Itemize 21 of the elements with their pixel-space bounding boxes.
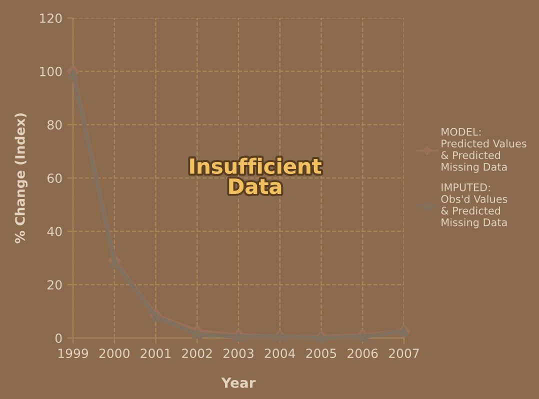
y-tick-label: 60	[48, 173, 62, 183]
y-tick-label: 100	[40, 66, 62, 76]
y-tick-label: 40	[47, 226, 62, 236]
x-axis-title: Year	[221, 378, 256, 388]
x-tick-label: 2004	[264, 348, 296, 358]
y-tick-label: 120	[40, 13, 62, 23]
x-tick-label: 2006	[348, 348, 378, 358]
y-tick-label: 20	[48, 280, 62, 290]
y-tick-label: 80	[48, 120, 62, 130]
x-tick-label: 2000	[99, 348, 130, 358]
annotation: Insufficient Data	[190, 158, 322, 194]
y-tick-label: 0	[55, 333, 62, 343]
legend-label: MODEL: Predicted Values & Predicted Missing Data	[441, 128, 526, 173]
x-tick-label: 2003	[224, 348, 254, 358]
x-tick-label: 2002	[182, 348, 212, 358]
x-tick-label: 2001	[140, 348, 170, 358]
x-tick-label: 2007	[389, 348, 419, 358]
legend-label: IMPUTED: Obs'd Values & Predicted Missing Data	[441, 184, 508, 228]
y-axis-title: % Change (Index)	[14, 113, 28, 244]
x-tick-label: 2005	[306, 348, 336, 358]
x-tick-label: 1999	[58, 348, 88, 358]
